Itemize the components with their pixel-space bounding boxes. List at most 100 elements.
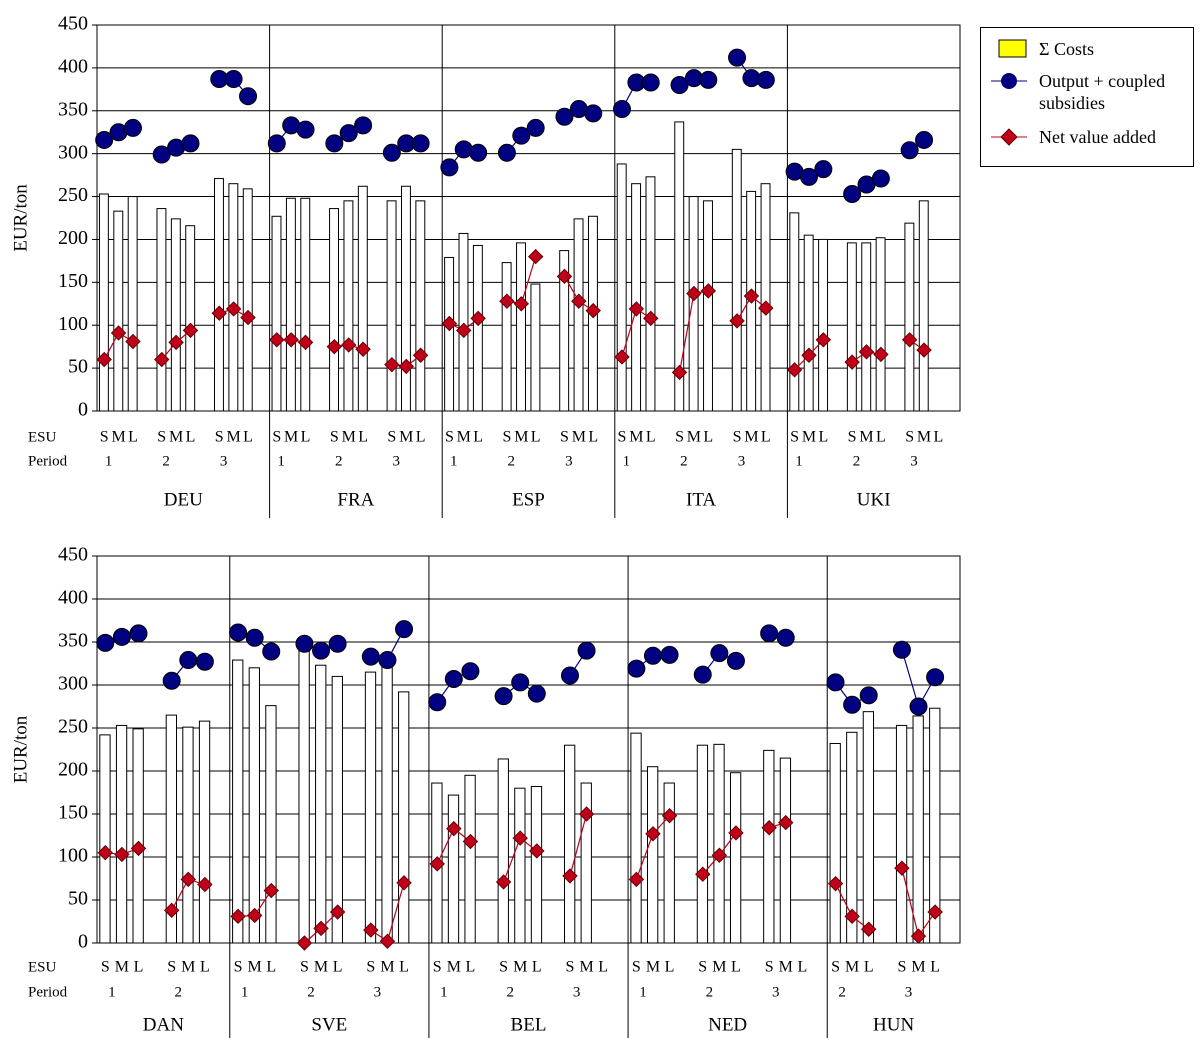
cost-bar	[415, 200, 426, 412]
nva-marker	[873, 346, 889, 363]
cost-bar	[918, 200, 929, 412]
esu-label: L	[243, 429, 253, 446]
cost-bar	[645, 176, 656, 412]
esu-label: L	[531, 429, 541, 446]
output-marker	[162, 671, 181, 690]
esu-label: L	[416, 429, 426, 446]
output-marker	[843, 695, 862, 714]
esu-label: M	[646, 959, 660, 976]
cost-bar	[357, 185, 368, 412]
cost-bar	[760, 183, 771, 412]
output-marker	[152, 145, 171, 164]
period-label: 2	[162, 453, 170, 469]
output-marker	[95, 130, 114, 149]
esu-label: S	[566, 959, 575, 976]
esu-label: L	[532, 959, 542, 976]
y-tick-label: 150	[58, 270, 88, 292]
nva-marker	[661, 808, 678, 824]
esu-label: L	[266, 959, 276, 976]
esu-label: S	[897, 959, 906, 976]
esu-label: S	[167, 959, 176, 976]
cost-bar	[472, 244, 483, 412]
esu-label: S	[215, 429, 224, 446]
cost-bar	[329, 208, 339, 412]
esu-label: L	[731, 959, 741, 976]
nva-marker	[778, 814, 794, 831]
esu-label: M	[712, 959, 726, 976]
y-tick-label: 300	[58, 141, 88, 163]
esu-label: M	[802, 429, 816, 446]
cost-bar	[464, 774, 476, 944]
cost-bar	[573, 218, 584, 412]
nva-marker	[578, 806, 595, 822]
nva-marker	[671, 364, 688, 381]
cost-bar	[779, 757, 792, 944]
esu-label: L	[818, 429, 828, 446]
legend-label: Net value added	[1039, 127, 1156, 147]
esu-label: S	[765, 959, 774, 976]
esu-label: S	[632, 959, 641, 976]
nva-marker	[916, 342, 932, 358]
y-tick-label: 250	[58, 716, 88, 738]
nva-marker	[844, 908, 860, 925]
y-tick-label: 50	[68, 356, 88, 378]
nva-marker	[297, 334, 314, 351]
nva-marker	[614, 349, 630, 365]
esu-label: L	[665, 959, 675, 976]
period-label: 1	[108, 984, 116, 1000]
esu-label: M	[859, 429, 873, 446]
period-label: 1	[623, 453, 631, 469]
cost-bar	[343, 200, 354, 412]
output-marker	[361, 647, 380, 666]
nva-marker	[529, 843, 545, 859]
output-marker	[560, 666, 579, 685]
row-label: Period	[28, 453, 68, 469]
cost-bar	[127, 196, 138, 412]
nva-marker	[495, 874, 512, 890]
nva-marker	[700, 283, 716, 299]
esu-label: L	[333, 959, 343, 976]
nva-marker	[786, 362, 803, 378]
nva-marker	[861, 921, 877, 937]
cost-bar	[398, 691, 410, 944]
esu-label: L	[399, 959, 409, 976]
cost-bar	[447, 794, 460, 944]
output-marker	[799, 167, 818, 186]
esu-label: L	[186, 429, 196, 446]
output-marker	[224, 70, 243, 89]
nva-marker	[329, 904, 346, 920]
esu-label: L	[797, 959, 807, 976]
row-label: Period	[28, 984, 68, 1000]
esu-label: M	[284, 429, 298, 446]
esu-label: S	[618, 429, 627, 446]
nva-marker	[341, 337, 357, 353]
y-tick-label: 250	[58, 184, 88, 206]
nva-marker	[296, 935, 313, 951]
esu-label: M	[447, 959, 461, 976]
output-marker	[511, 673, 530, 692]
cost-bar	[789, 212, 800, 412]
cost-bar	[912, 715, 924, 944]
esu-label: M	[744, 429, 758, 446]
nva-marker	[263, 882, 279, 899]
cost-bar	[646, 766, 659, 944]
output-marker	[670, 76, 689, 95]
plot-frame	[96, 24, 961, 412]
esu-label: S	[499, 959, 508, 976]
y-axis-label: EUR/ton	[10, 715, 31, 783]
nva-marker	[801, 347, 817, 363]
esu-label: M	[911, 959, 925, 976]
nva-marker	[686, 285, 702, 302]
y-tick-label: 300	[58, 673, 88, 695]
nva-marker	[728, 825, 744, 841]
y-axis-label: EUR/ton	[10, 184, 31, 252]
nva-marker	[446, 820, 462, 837]
cost-bar	[516, 242, 526, 412]
output-marker	[527, 684, 546, 703]
output-marker	[814, 160, 833, 179]
output-marker	[555, 107, 574, 126]
nva-marker	[628, 871, 645, 888]
cost-bar	[846, 242, 857, 412]
esu-label: S	[831, 959, 840, 976]
